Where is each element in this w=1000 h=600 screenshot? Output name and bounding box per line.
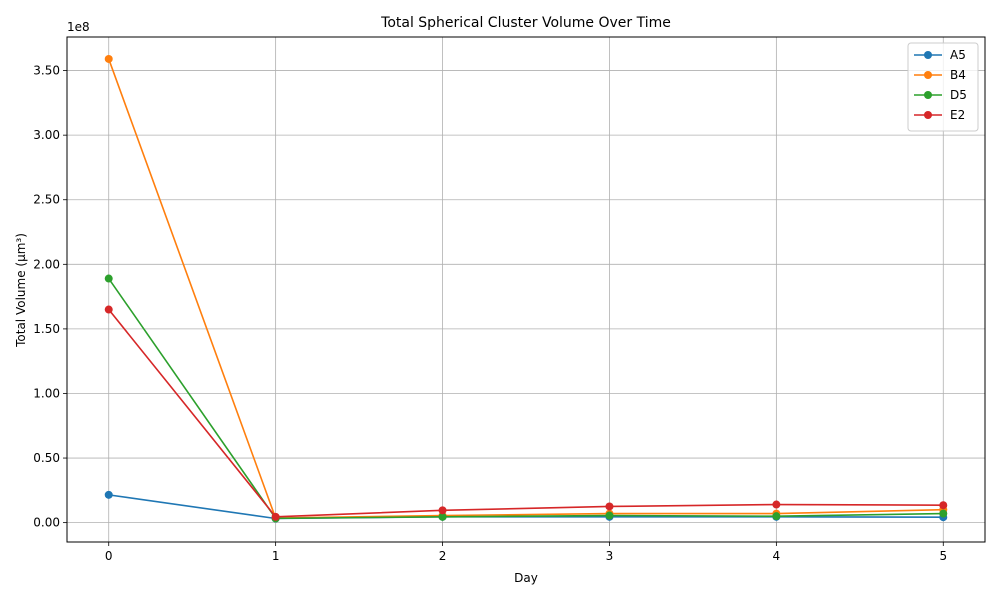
- legend-item-e2: E2: [914, 108, 965, 122]
- legend-marker: [924, 51, 932, 59]
- legend-marker: [924, 71, 932, 79]
- y-tick-label: 0.50: [33, 451, 60, 465]
- data-point: [104, 54, 113, 63]
- data-point: [939, 501, 948, 510]
- series-line: [108, 309, 944, 518]
- x-tick-label: 4: [773, 549, 781, 563]
- data-point: [605, 502, 614, 511]
- x-tick-label: 5: [939, 549, 947, 563]
- data-point: [939, 509, 948, 518]
- plot-frame: [66, 36, 986, 543]
- series-line: [108, 278, 944, 520]
- x-tick-label: 1: [272, 549, 280, 563]
- legend-item-b4: B4: [914, 68, 966, 82]
- y-tick-label: 3.50: [33, 64, 60, 78]
- y-tick-label: 1.50: [33, 322, 60, 336]
- chart-title: Total Spherical Cluster Volume Over Time: [380, 15, 671, 31]
- data-point: [104, 490, 113, 499]
- legend: A5 B4 D5 E2: [907, 42, 979, 132]
- legend-label: A5: [950, 48, 966, 62]
- data-point: [772, 500, 781, 509]
- series-e2: [104, 305, 948, 521]
- x-tick-label: 0: [105, 549, 113, 563]
- y-tick-label: 1.00: [33, 386, 60, 400]
- legend-item-d5: D5: [914, 88, 967, 102]
- data-point: [772, 512, 781, 521]
- y-tick-label: 0.00: [33, 516, 60, 530]
- legend-marker: [924, 91, 932, 99]
- y-tick-label: 2.00: [33, 257, 60, 271]
- data-point: [271, 512, 280, 521]
- x-tick-label: 2: [439, 549, 447, 563]
- legend-item-a5: A5: [914, 48, 966, 62]
- data-point: [438, 506, 447, 515]
- data-point: [438, 512, 447, 521]
- x-axis: 0 1 2 3 4 5: [105, 542, 947, 563]
- y-axis: 0.00 0.50 1.00 1.50 2.00 2.50 3.00 3.50: [33, 64, 67, 530]
- series-line: [107, 58, 944, 519]
- series-group: [104, 54, 948, 523]
- data-point: [104, 274, 113, 283]
- data-point: [605, 511, 614, 520]
- legend-label: D5: [950, 88, 967, 102]
- legend-label: B4: [950, 68, 966, 82]
- x-axis-label: Day: [514, 571, 538, 585]
- y-tick-label: 2.50: [33, 193, 60, 207]
- y-tick-label: 3.00: [33, 128, 60, 142]
- data-point: [104, 305, 113, 314]
- legend-box: [907, 42, 979, 132]
- x-tick-label: 3: [606, 549, 614, 563]
- legend-marker: [924, 111, 932, 119]
- y-axis-multiplier: 1e8: [67, 20, 90, 34]
- legend-label: E2: [950, 108, 965, 122]
- y-axis-label: Total Volume (µm³): [14, 233, 28, 348]
